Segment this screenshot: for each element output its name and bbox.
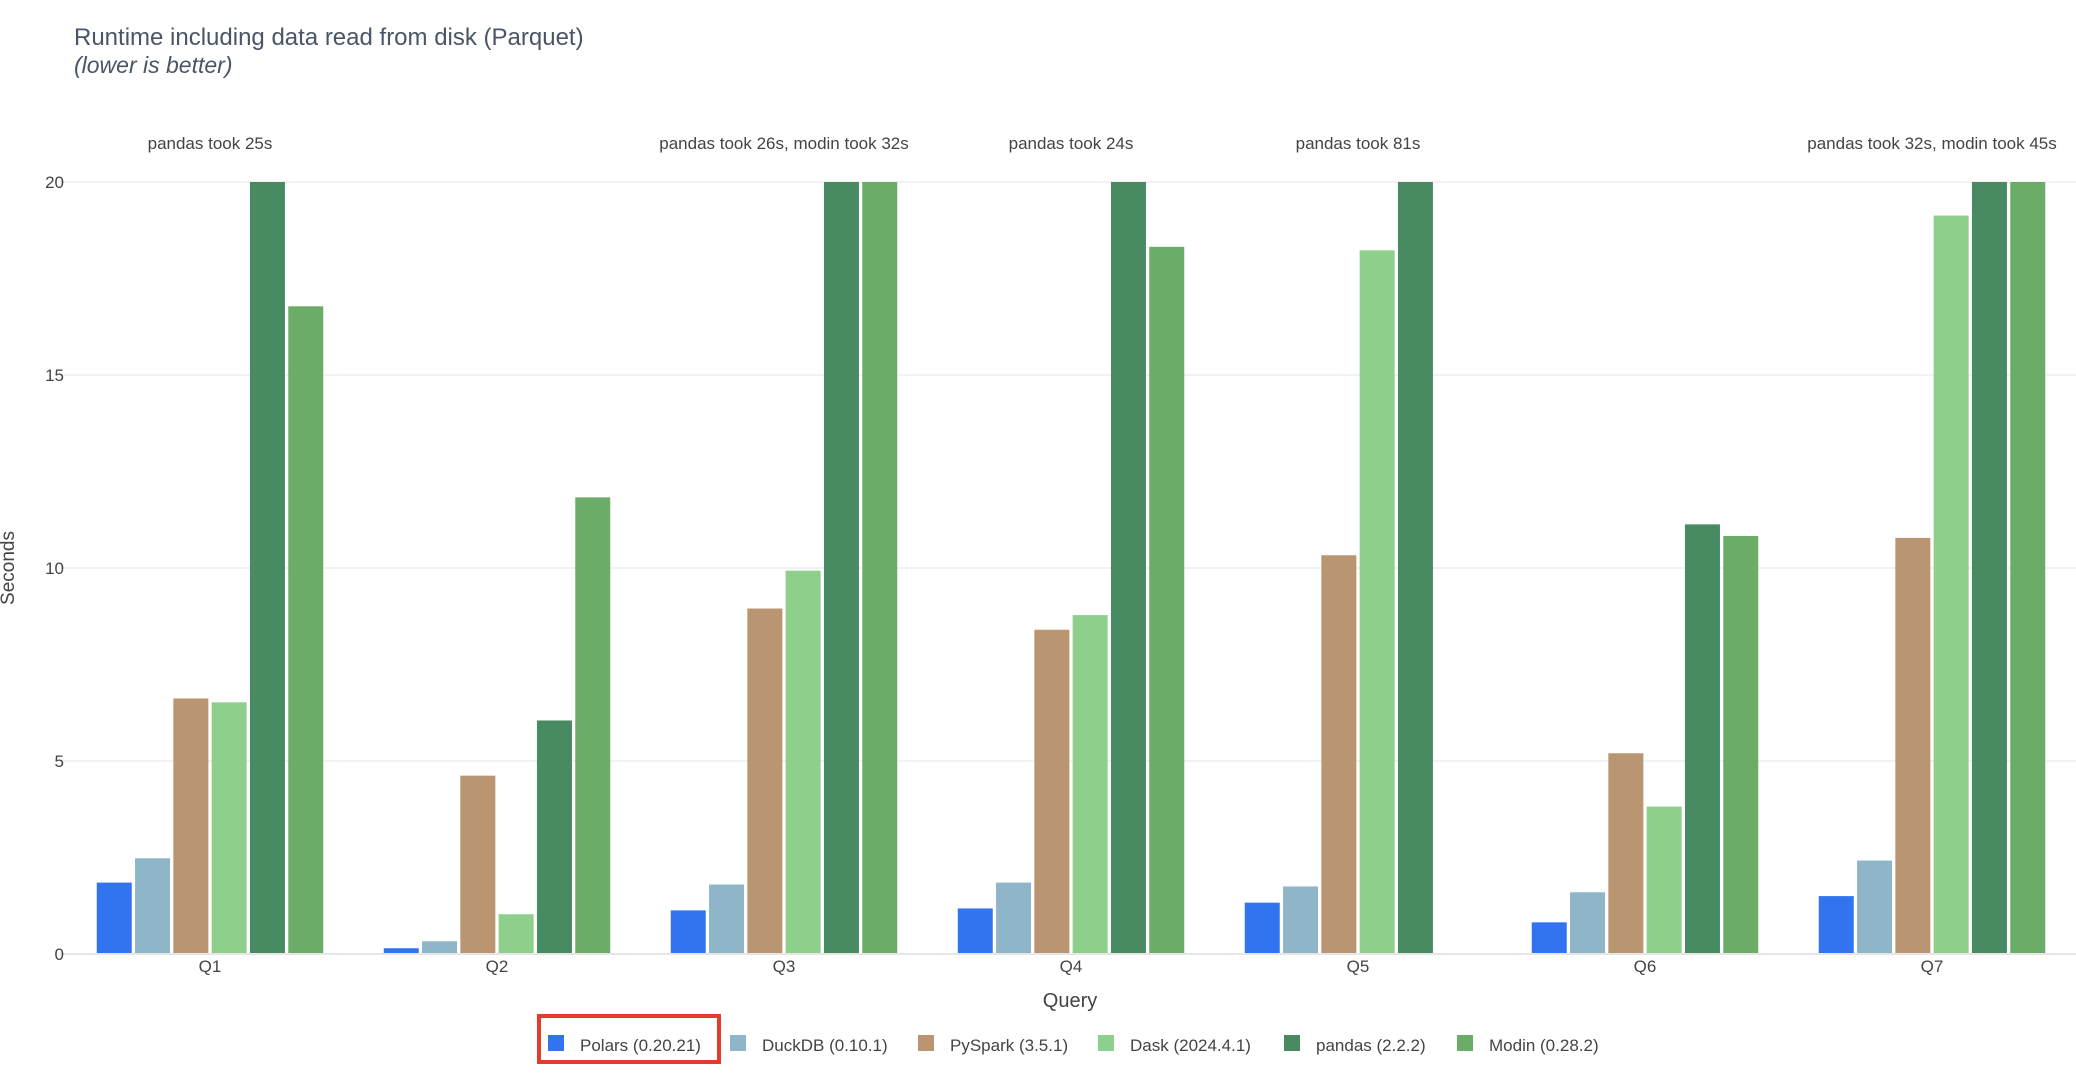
y-tick-label: 15 <box>45 366 64 385</box>
bar <box>957 908 993 954</box>
x-tick-label: Q4 <box>1060 957 1083 976</box>
bar <box>2010 182 2046 954</box>
bar <box>709 884 745 954</box>
bar <box>173 698 209 954</box>
bar <box>96 882 132 954</box>
legend-label: Polars (0.20.21) <box>580 1036 701 1055</box>
x-axis-ticks: Q1 Q2 Q3 Q4 Q5 Q6 Q7 <box>199 957 1944 976</box>
x-axis-label: Query <box>1043 990 1097 1012</box>
bar <box>1570 892 1606 954</box>
bar <box>1608 753 1644 954</box>
legend-swatch <box>1457 1035 1473 1051</box>
bar <box>1857 860 1893 954</box>
bar <box>823 182 859 954</box>
y-tick-label: 0 <box>55 945 64 964</box>
bar <box>1971 182 2007 954</box>
bar <box>1531 922 1567 954</box>
bar <box>1110 182 1146 954</box>
annotations: pandas took 25s pandas took 26s, modin to… <box>148 134 2057 153</box>
annotation-label: pandas took 32s, modin took 45s <box>1807 134 2057 153</box>
bar <box>383 948 419 954</box>
chart-title: Runtime including data read from disk (P… <box>74 24 584 51</box>
bar <box>211 702 247 954</box>
bar <box>1933 215 1969 954</box>
chart-subtitle: (lower is better) <box>74 52 232 78</box>
y-tick-label: 5 <box>55 752 64 771</box>
bar <box>536 720 572 954</box>
bar <box>1283 886 1319 954</box>
bar <box>1034 629 1070 954</box>
legend-label: PySpark (3.5.1) <box>950 1036 1068 1055</box>
x-tick-label: Q5 <box>1347 957 1370 976</box>
bar <box>1895 537 1931 954</box>
annotation-label: pandas took 24s <box>1009 134 1134 153</box>
bar <box>498 914 534 954</box>
bar <box>1321 555 1357 954</box>
y-axis-label: Seconds <box>0 531 19 605</box>
bar <box>135 858 171 954</box>
legend-label: Dask (2024.4.1) <box>1130 1036 1251 1055</box>
bar <box>575 497 611 954</box>
bar <box>747 608 783 954</box>
legend-swatch <box>918 1035 934 1051</box>
legend-label: Modin (0.28.2) <box>1489 1036 1599 1055</box>
bar <box>785 570 821 954</box>
bar <box>670 910 706 954</box>
bar <box>1359 250 1395 954</box>
x-tick-label: Q7 <box>1921 957 1944 976</box>
x-tick-label: Q3 <box>773 957 796 976</box>
annotation-label: pandas took 81s <box>1296 134 1421 153</box>
x-tick-label: Q6 <box>1634 957 1657 976</box>
y-tick-label: 20 <box>45 173 64 192</box>
annotation-label: pandas took 25s <box>148 134 273 153</box>
bar <box>996 882 1032 954</box>
bar <box>1646 806 1682 954</box>
legend-label: pandas (2.2.2) <box>1316 1036 1426 1055</box>
bar <box>862 182 898 954</box>
legend: Polars (0.20.21) DuckDB (0.10.1) PySpark (… <box>537 1014 1599 1064</box>
legend-label: DuckDB (0.10.1) <box>762 1036 888 1055</box>
legend-swatch <box>1284 1035 1300 1051</box>
bar <box>1149 246 1185 954</box>
bar <box>422 941 458 954</box>
legend-swatch <box>1098 1035 1114 1051</box>
bar <box>249 182 285 954</box>
bar <box>1684 524 1720 954</box>
legend-highlight-box <box>537 1014 721 1064</box>
bar <box>1072 615 1108 954</box>
bar <box>1244 902 1280 954</box>
y-axis-ticks: 0 5 10 15 20 <box>45 173 64 964</box>
annotation-label: pandas took 26s, modin took 32s <box>659 134 909 153</box>
y-tick-label: 10 <box>45 559 64 578</box>
bar <box>1818 896 1854 954</box>
legend-swatch <box>548 1035 564 1051</box>
x-tick-label: Q2 <box>486 957 509 976</box>
bar <box>1397 182 1433 954</box>
bar <box>460 775 496 954</box>
bars <box>96 182 2046 954</box>
legend-swatch <box>730 1035 746 1051</box>
bar <box>1723 535 1759 954</box>
x-tick-label: Q1 <box>199 957 222 976</box>
bar <box>288 306 324 954</box>
